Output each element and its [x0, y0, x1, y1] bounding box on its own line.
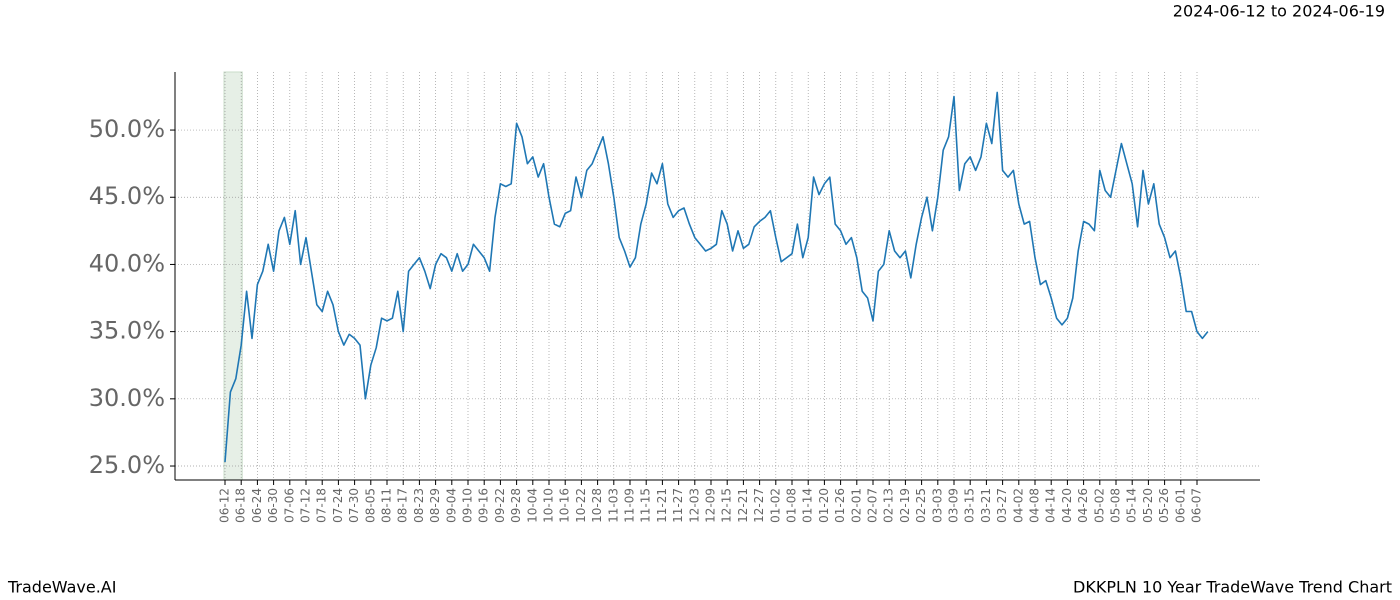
y-tick-label: 35.0%	[89, 317, 165, 345]
x-tick-label: 07-18	[315, 488, 329, 523]
x-tick-label: 05-08	[1109, 488, 1123, 523]
y-tick-label: 25.0%	[89, 451, 165, 479]
x-tick-label: 10-04	[525, 488, 539, 523]
date-range: 2024-06-12 to 2024-06-19	[1173, 2, 1385, 21]
x-tick-label: 01-02	[768, 488, 782, 523]
x-tick-label: 08-17	[396, 488, 410, 523]
x-tick-label: 07-30	[347, 488, 361, 523]
x-tick-label: 04-14	[1044, 488, 1058, 523]
x-tick-label: 11-21	[655, 488, 669, 523]
x-tick-label: 10-28	[590, 488, 604, 523]
x-tick-label: 06-07	[1190, 488, 1204, 523]
x-tick-label: 03-27	[995, 488, 1009, 523]
x-tick-label: 02-01	[849, 488, 863, 523]
y-tick-label: 50.0%	[89, 115, 165, 143]
x-tick-label: 08-11	[380, 488, 394, 523]
x-tick-label: 07-12	[299, 488, 313, 523]
x-tick-label: 12-15	[720, 488, 734, 523]
x-tick-label: 02-07	[866, 488, 880, 523]
x-tick-label: 11-09	[623, 488, 637, 523]
y-tick-label: 30.0%	[89, 384, 165, 412]
x-tick-label: 03-09	[947, 488, 961, 523]
x-tick-label: 12-27	[752, 488, 766, 523]
x-tick-label: 12-21	[736, 488, 750, 523]
x-tick-label: 01-26	[833, 488, 847, 523]
x-tick-label: 08-23	[412, 488, 426, 523]
chart-title: DKKPLN 10 Year TradeWave Trend Chart	[1073, 578, 1392, 597]
x-tick-label: 06-30	[266, 488, 280, 523]
x-tick-label: 09-16	[477, 488, 491, 523]
x-tick-label: 08-05	[363, 488, 377, 523]
x-tick-label: 09-28	[509, 488, 523, 523]
x-tick-label: 03-15	[963, 488, 977, 523]
x-tick-label: 10-16	[558, 488, 572, 523]
x-tick-label: 11-27	[671, 488, 685, 523]
x-tick-label: 06-01	[1173, 488, 1187, 523]
x-tick-label: 11-03	[606, 488, 620, 523]
trend-line	[224, 91, 1209, 463]
x-tick-label: 05-14	[1125, 488, 1139, 523]
highlight-band	[223, 71, 243, 481]
brand: TradeWave.AI	[7, 578, 116, 597]
x-tick-label: 06-18	[234, 488, 248, 523]
x-tick-label: 08-29	[428, 488, 442, 523]
x-tick-label: 02-19	[898, 488, 912, 523]
x-tick-label: 02-25	[914, 488, 928, 523]
x-tick-label: 04-20	[1060, 488, 1074, 523]
x-tick-label: 12-09	[704, 488, 718, 523]
x-tick-label: 05-20	[1141, 488, 1155, 523]
x-tick-label: 11-15	[639, 488, 653, 523]
x-tick-label: 04-02	[1011, 488, 1025, 523]
y-tick-label: 40.0%	[89, 249, 165, 277]
x-tick-label: 02-13	[882, 488, 896, 523]
x-tick-label: 09-10	[461, 488, 475, 523]
x-tick-label: 07-24	[331, 488, 345, 523]
x-tick-label: 03-21	[979, 488, 993, 523]
x-tick-label: 06-12	[218, 488, 232, 523]
x-tick-label: 05-02	[1092, 488, 1106, 523]
x-tick-label: 09-22	[493, 488, 507, 523]
y-tick-label: 45.0%	[89, 182, 165, 210]
x-tick-label: 07-06	[282, 488, 296, 523]
x-tick-label: 12-03	[687, 488, 701, 523]
x-tick-label: 01-20	[817, 488, 831, 523]
x-tick-label: 01-14	[801, 488, 815, 523]
x-tick-label: 04-26	[1076, 488, 1090, 523]
x-tick-label: 03-03	[930, 488, 944, 523]
x-tick-label: 06-24	[250, 488, 264, 523]
x-tick-label: 05-26	[1157, 488, 1171, 523]
x-tick-label: 10-22	[574, 488, 588, 523]
x-tick-label: 01-08	[785, 488, 799, 523]
x-tick-label: 09-04	[444, 488, 458, 523]
x-tick-label: 04-08	[1028, 488, 1042, 523]
x-tick-label: 10-10	[542, 488, 556, 523]
